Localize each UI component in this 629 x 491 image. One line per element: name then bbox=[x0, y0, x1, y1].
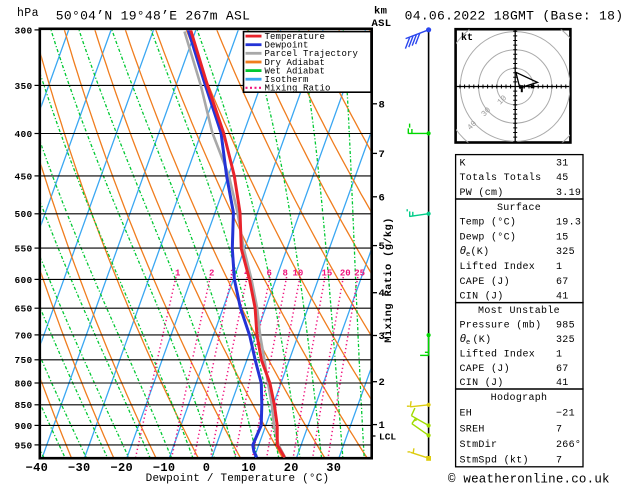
svg-text:8: 8 bbox=[282, 269, 287, 279]
svg-text:800: 800 bbox=[14, 378, 32, 389]
svg-text:7: 7 bbox=[556, 424, 562, 435]
svg-text:EH: EH bbox=[460, 409, 473, 420]
svg-text:CIN (J): CIN (J) bbox=[460, 377, 504, 389]
svg-text:67: 67 bbox=[556, 364, 569, 375]
svg-text:41: 41 bbox=[556, 378, 569, 389]
svg-text:1: 1 bbox=[556, 262, 562, 273]
svg-text:Dry Adiabat: Dry Adiabat bbox=[265, 58, 326, 68]
svg-text:−21: −21 bbox=[556, 409, 575, 420]
svg-text:Temperature: Temperature bbox=[265, 32, 326, 42]
svg-text:5: 5 bbox=[379, 241, 385, 253]
svg-text:7: 7 bbox=[379, 149, 385, 161]
svg-text:7: 7 bbox=[556, 455, 562, 466]
svg-text:400: 400 bbox=[14, 129, 32, 140]
svg-text:Surface: Surface bbox=[497, 202, 541, 214]
svg-text:0: 0 bbox=[203, 461, 211, 475]
svg-text:Parcel Trajectory: Parcel Trajectory bbox=[265, 49, 359, 59]
svg-text:8: 8 bbox=[379, 99, 385, 111]
svg-text:15: 15 bbox=[321, 269, 332, 279]
svg-text:ASL: ASL bbox=[372, 18, 392, 30]
svg-text:K: K bbox=[460, 158, 466, 169]
svg-text:SREH: SREH bbox=[460, 424, 485, 435]
svg-text:1: 1 bbox=[175, 269, 181, 279]
svg-text:−40: −40 bbox=[26, 461, 49, 475]
svg-text:6: 6 bbox=[379, 192, 385, 204]
svg-text:Lifted Index: Lifted Index bbox=[460, 348, 536, 360]
svg-text:325: 325 bbox=[556, 335, 575, 346]
svg-text:25: 25 bbox=[354, 269, 365, 279]
svg-text:650: 650 bbox=[14, 304, 32, 315]
svg-text:(K): (K) bbox=[473, 334, 492, 346]
svg-text:e: e bbox=[466, 251, 470, 259]
svg-text:StmDir: StmDir bbox=[460, 439, 498, 451]
svg-text:41: 41 bbox=[556, 292, 569, 303]
svg-text:hPa: hPa bbox=[17, 7, 39, 20]
svg-text:1: 1 bbox=[556, 349, 562, 360]
svg-text:CAPE (J): CAPE (J) bbox=[460, 276, 510, 288]
svg-text:450: 450 bbox=[14, 171, 32, 182]
svg-text:Hodograph: Hodograph bbox=[491, 392, 548, 404]
svg-text:StmSpd (kt): StmSpd (kt) bbox=[460, 454, 529, 466]
svg-text:CAPE (J): CAPE (J) bbox=[460, 363, 510, 375]
svg-text:3.19: 3.19 bbox=[556, 188, 581, 199]
svg-text:10: 10 bbox=[292, 269, 303, 279]
svg-text:04.06.2022 18GMT (Base: 18): 04.06.2022 18GMT (Base: 18) bbox=[405, 9, 624, 24]
svg-text:600: 600 bbox=[14, 275, 32, 286]
svg-text:Mixing Ratio: Mixing Ratio bbox=[265, 84, 331, 94]
svg-text:LCL: LCL bbox=[379, 432, 396, 443]
svg-text:(K): (K) bbox=[471, 246, 490, 258]
svg-text:Dewpoint: Dewpoint bbox=[265, 41, 309, 51]
svg-text:Temp (°C): Temp (°C) bbox=[460, 217, 517, 229]
svg-text:900: 900 bbox=[14, 421, 32, 432]
svg-text:300: 300 bbox=[14, 25, 32, 36]
svg-text:985: 985 bbox=[556, 321, 575, 332]
svg-text:50°04’N 19°48’E 267m ASL: 50°04’N 19°48’E 267m ASL bbox=[56, 9, 250, 24]
svg-text:θ: θ bbox=[460, 246, 467, 258]
svg-text:20: 20 bbox=[284, 461, 299, 475]
svg-text:30: 30 bbox=[326, 461, 341, 475]
svg-text:20: 20 bbox=[340, 269, 351, 279]
svg-text:750: 750 bbox=[14, 355, 32, 366]
svg-text:e: e bbox=[466, 339, 470, 347]
svg-text:3: 3 bbox=[379, 331, 385, 343]
svg-text:850: 850 bbox=[14, 400, 32, 411]
svg-text:1: 1 bbox=[379, 420, 385, 432]
svg-text:Isotherm: Isotherm bbox=[265, 75, 309, 85]
svg-text:km: km bbox=[374, 6, 387, 18]
svg-text:45: 45 bbox=[556, 173, 569, 184]
svg-text:19.3: 19.3 bbox=[556, 218, 581, 229]
svg-text:Dewpoint / Temperature (°C): Dewpoint / Temperature (°C) bbox=[146, 473, 330, 485]
svg-text:950: 950 bbox=[14, 440, 32, 451]
svg-text:θ: θ bbox=[460, 334, 467, 346]
svg-text:−20: −20 bbox=[110, 461, 133, 475]
svg-text:−30: −30 bbox=[68, 461, 91, 475]
svg-text:Wet Adiabat: Wet Adiabat bbox=[265, 67, 326, 77]
svg-text:Dewp (°C): Dewp (°C) bbox=[460, 231, 517, 243]
svg-text:Most Unstable: Most Unstable bbox=[478, 305, 560, 317]
svg-text:2: 2 bbox=[209, 269, 214, 279]
svg-text:500: 500 bbox=[14, 209, 32, 220]
svg-text:6: 6 bbox=[266, 269, 271, 279]
svg-text:PW (cm): PW (cm) bbox=[460, 187, 504, 199]
svg-text:2: 2 bbox=[379, 377, 385, 389]
svg-text:−10: −10 bbox=[153, 461, 176, 475]
svg-text:© weatheronline.co.uk: © weatheronline.co.uk bbox=[448, 473, 610, 487]
svg-text:350: 350 bbox=[14, 81, 32, 92]
svg-text:15: 15 bbox=[556, 232, 569, 243]
svg-text:Pressure (mb): Pressure (mb) bbox=[460, 320, 542, 332]
svg-text:67: 67 bbox=[556, 277, 569, 288]
svg-text:700: 700 bbox=[14, 330, 32, 341]
svg-text:CIN (J): CIN (J) bbox=[460, 291, 504, 303]
svg-text:Lifted Index: Lifted Index bbox=[460, 261, 536, 273]
svg-text:kt: kt bbox=[461, 32, 473, 44]
svg-text:266°: 266° bbox=[556, 439, 581, 451]
svg-text:31: 31 bbox=[556, 158, 569, 169]
svg-text:Totals Totals: Totals Totals bbox=[460, 172, 542, 184]
svg-text:4: 4 bbox=[379, 288, 385, 300]
svg-text:550: 550 bbox=[14, 244, 32, 255]
svg-text:Mixing Ratio (g/kg): Mixing Ratio (g/kg) bbox=[383, 217, 395, 342]
svg-text:325: 325 bbox=[556, 247, 575, 258]
svg-text:10: 10 bbox=[241, 461, 256, 475]
